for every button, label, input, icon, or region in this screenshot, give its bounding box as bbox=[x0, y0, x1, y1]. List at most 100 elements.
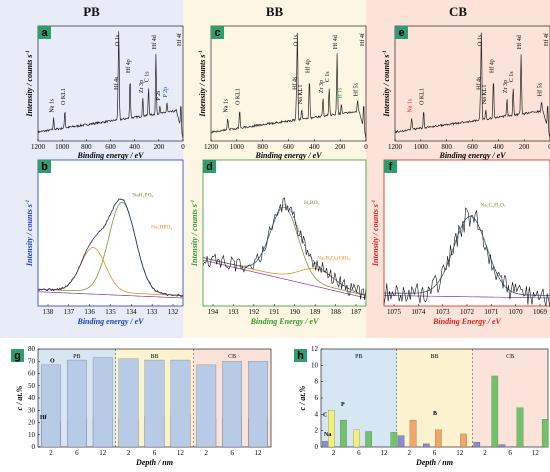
panel-label-h: h bbox=[297, 350, 304, 362]
peak-label: Na 1s bbox=[408, 98, 414, 112]
peak-label: C 1s bbox=[325, 71, 331, 83]
peak-label: Hf 4f bbox=[543, 33, 550, 46]
bar-ylabel-h: c / at.% bbox=[298, 385, 307, 410]
bar-xlabel-h: Depth / nm bbox=[415, 458, 453, 467]
bar-xlabel-g: Depth / nm bbox=[135, 458, 173, 467]
component-label: H₃BO₃ bbox=[304, 200, 320, 206]
bar-ylabel-g: c / at.% bbox=[15, 385, 24, 410]
group-bg-CB bbox=[472, 349, 548, 447]
bar-C bbox=[516, 407, 524, 448]
depth-tick-label: 6 bbox=[75, 449, 79, 457]
y-tick-label: 40 bbox=[28, 394, 36, 402]
hr-raw-b bbox=[37, 198, 184, 297]
peak-label: Na KL1 bbox=[298, 85, 304, 105]
panel-label-f-bg bbox=[384, 160, 397, 173]
peak-label: O KL1 bbox=[420, 88, 426, 105]
peak-label: O 1s bbox=[293, 34, 299, 46]
hr-background-f bbox=[384, 295, 550, 299]
x-tick-label: 600 bbox=[467, 143, 478, 151]
hr-envelope-b bbox=[38, 198, 184, 296]
y-tick-label: 80 bbox=[28, 345, 36, 353]
group-label-PB: PB bbox=[355, 354, 362, 360]
hr-ylabel-f: Intensity / counts s-1 bbox=[371, 200, 380, 267]
x-tick-label: 0 bbox=[548, 143, 550, 151]
x-tick-label: 400 bbox=[493, 143, 504, 151]
depth-tick-label: 6 bbox=[433, 449, 437, 457]
x-tick-label: 192 bbox=[249, 308, 260, 316]
peak-label: O KL1 bbox=[61, 88, 67, 105]
x-tick-label: 133 bbox=[147, 308, 158, 316]
panel-label-g-bg bbox=[11, 349, 24, 362]
panel-label-b-bg bbox=[38, 160, 51, 173]
y-tick-label: 2 bbox=[315, 427, 319, 435]
hr-envelope-f bbox=[384, 215, 550, 296]
bar-C bbox=[365, 431, 372, 448]
component-label: Na₂HPO₄ bbox=[151, 225, 172, 231]
y-tick-label: 12 bbox=[311, 345, 319, 353]
bar-Na bbox=[322, 441, 329, 448]
x-tick-label: 1069 bbox=[533, 308, 548, 316]
series-tag-O: O bbox=[50, 359, 55, 365]
x-tick-label: 134 bbox=[126, 308, 137, 316]
x-tick-label: 0 bbox=[181, 143, 185, 151]
peak-label: Hf 4p bbox=[125, 59, 132, 73]
x-tick-label: 1200 bbox=[31, 143, 46, 151]
hr-raw-d bbox=[202, 197, 367, 300]
x-tick-label: 200 bbox=[335, 143, 346, 151]
depth-tick-label: 6 bbox=[230, 449, 234, 457]
panel-label-a-bg bbox=[38, 26, 51, 39]
survey-ylabel: Intensity / counts s-1 bbox=[382, 50, 391, 117]
panel-label-e: e bbox=[398, 27, 404, 39]
bar-B bbox=[460, 433, 467, 448]
depth-tick-label: 2 bbox=[49, 449, 53, 457]
peak-label: Na 1s bbox=[50, 98, 56, 112]
group-label-CB: CB bbox=[506, 354, 514, 360]
series-tag-Hf: Hf bbox=[40, 415, 48, 421]
hr-xlabel-d: Binding Energy / eV bbox=[250, 317, 319, 326]
x-tick-label: 200 bbox=[154, 143, 165, 151]
hr-xlabel-b: Binding energy / eV bbox=[76, 317, 144, 326]
hr-frame-f bbox=[383, 159, 550, 307]
x-tick-label: 1075 bbox=[387, 308, 402, 316]
peak-label: C 1s bbox=[509, 71, 515, 83]
y-tick-label: 60 bbox=[28, 370, 36, 378]
x-tick-label: 1074 bbox=[411, 308, 426, 316]
bar-C bbox=[491, 375, 499, 448]
panel-label-h-bg bbox=[294, 349, 307, 362]
peak-label: O 1s bbox=[477, 34, 483, 46]
bar-Na bbox=[397, 435, 405, 448]
panel-label-g: g bbox=[14, 350, 21, 362]
series-tag-C: C bbox=[323, 413, 327, 419]
hr-frame-d bbox=[202, 159, 367, 307]
depth-tick-label: 2 bbox=[205, 449, 209, 457]
peak-label: Na KL1 bbox=[482, 85, 488, 105]
peak-label: Hf 4s bbox=[292, 76, 299, 90]
peak-label: Zr 3p bbox=[139, 80, 145, 93]
peak-label: P 2p bbox=[163, 87, 169, 98]
hr-background-b bbox=[37, 291, 184, 299]
column-title-PB: PB bbox=[83, 4, 100, 19]
bar-Na bbox=[473, 442, 481, 448]
x-tick-label: 136 bbox=[84, 308, 95, 316]
bar-C bbox=[390, 432, 398, 448]
x-tick-label: 191 bbox=[269, 308, 280, 316]
group-label-BB: BB bbox=[150, 354, 158, 360]
peak-label: Zr 3p bbox=[503, 80, 509, 93]
depth-tick-label: 6 bbox=[153, 449, 157, 457]
panel-label-e-bg bbox=[395, 26, 408, 39]
panel-label-c-bg bbox=[211, 26, 224, 39]
x-tick-label: 400 bbox=[309, 143, 320, 151]
panel-label-f: f bbox=[389, 161, 393, 173]
panel-label-c: c bbox=[214, 27, 220, 39]
column-title-CB: CB bbox=[449, 4, 467, 19]
bar-O bbox=[41, 364, 61, 448]
x-tick-label: 400 bbox=[129, 143, 140, 151]
y-tick-label: 70 bbox=[28, 357, 36, 365]
bar-P bbox=[353, 429, 360, 448]
group-label-CB: CB bbox=[228, 354, 236, 360]
x-tick-label: 1000 bbox=[414, 143, 429, 151]
bar-C bbox=[541, 419, 549, 448]
x-tick-label: 189 bbox=[310, 308, 321, 316]
bar-O bbox=[196, 364, 217, 448]
peak-label: Hf 4s bbox=[113, 76, 120, 90]
